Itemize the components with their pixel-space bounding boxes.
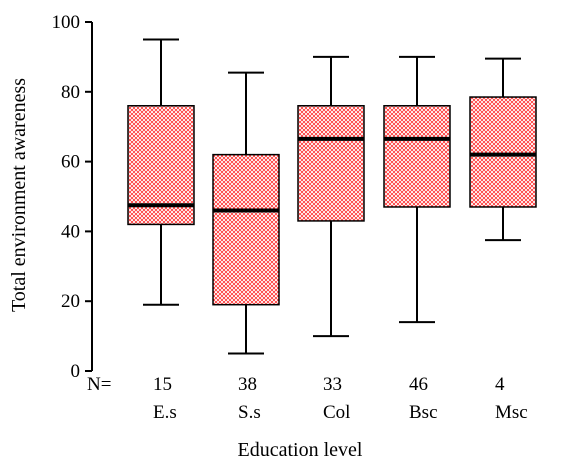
n-value-bsc: 46 (409, 374, 428, 395)
y-tick-label-60: 60 (61, 152, 80, 173)
box-msc (469, 57, 537, 242)
category-label-bsc: Bsc (409, 402, 438, 423)
category-label-msc: Msc (495, 402, 528, 423)
category-label-col: Col (323, 402, 350, 423)
n-value-col: 33 (323, 374, 342, 395)
boxes-layer (127, 38, 537, 355)
n-label: N= (87, 374, 111, 395)
y-tick-label-20: 20 (61, 291, 80, 312)
x-axis-title: Education level (238, 439, 363, 461)
y-axis: 0 20 40 60 80 100 (52, 12, 93, 382)
box-body-msc (469, 96, 537, 208)
box-es (127, 38, 195, 306)
n-value-ss: 38 (238, 374, 257, 395)
box-body-ss (212, 153, 280, 306)
box-bsc (383, 55, 451, 324)
n-value-msc: 4 (495, 374, 505, 395)
y-tick-label-80: 80 (61, 82, 80, 103)
box-body-col (297, 105, 365, 222)
y-tick-label-40: 40 (61, 221, 80, 242)
box-body-bsc (383, 105, 451, 208)
category-label-ss: S.s (238, 402, 261, 423)
x-labels-layer: 15 E.s 38 S.s 33 Col 46 Bsc 4 Msc (153, 374, 528, 423)
box-col (297, 55, 365, 338)
category-label-es: E.s (153, 402, 177, 423)
y-tick-label-0: 0 (71, 361, 81, 382)
box-ss (212, 71, 280, 355)
n-value-es: 15 (153, 374, 172, 395)
y-axis-title: Total environment awareness (8, 78, 30, 312)
y-tick-label-100: 100 (52, 12, 81, 33)
